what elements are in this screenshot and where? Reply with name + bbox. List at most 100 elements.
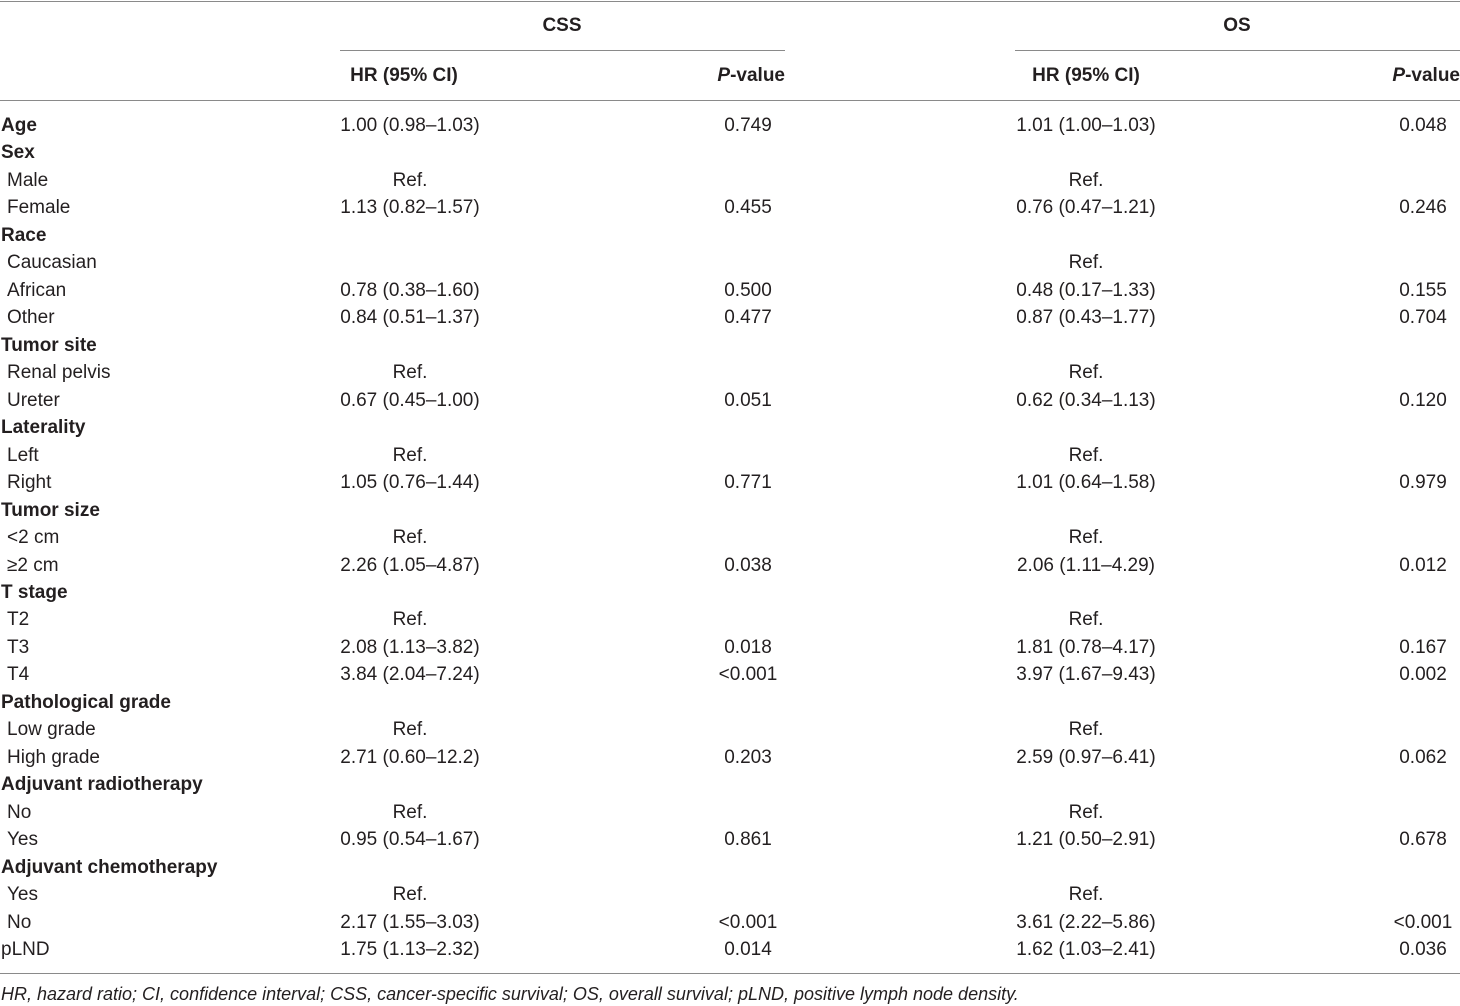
group-header: CSS <box>542 15 582 36</box>
row-label: Female <box>7 197 71 219</box>
cell: 0.678 <box>1399 829 1447 851</box>
cell: 1.75 (1.13–2.32) <box>340 939 480 961</box>
cell: 0.246 <box>1399 197 1447 219</box>
row-label: T3 <box>7 636 30 658</box>
cell: Ref. <box>1068 609 1104 631</box>
cell: 2.59 (0.97–6.41) <box>1016 746 1156 768</box>
cell: 0.051 <box>724 389 772 411</box>
p-rest: -value <box>1405 65 1460 86</box>
cell: 0.018 <box>724 636 772 658</box>
row-group: Sex <box>1 142 35 164</box>
cell: 1.01 (1.00–1.03) <box>1016 115 1156 136</box>
cell: 0.002 <box>1399 664 1447 686</box>
row-group: Race <box>1 224 47 246</box>
row-label: African <box>7 279 67 301</box>
cell: 0.155 <box>1399 279 1447 301</box>
row-label: Left <box>7 444 39 466</box>
cell: Ref. <box>392 719 428 741</box>
cell: 0.014 <box>724 939 772 961</box>
cell: Ref. <box>1068 444 1104 466</box>
cell: 1.01 (0.64–1.58) <box>1016 472 1156 494</box>
cell: 2.17 (1.55–3.03) <box>340 911 480 933</box>
cell: 0.95 (0.54–1.67) <box>340 829 480 851</box>
cell: 0.704 <box>1399 307 1447 329</box>
cell: 1.00 (0.98–1.03) <box>340 115 480 136</box>
cell: 0.979 <box>1399 472 1447 494</box>
cell: 0.203 <box>724 746 772 768</box>
row-group: Laterality <box>1 417 86 439</box>
cell: 0.455 <box>724 197 772 219</box>
cell: Ref. <box>1068 527 1104 549</box>
cell: <0.001 <box>1393 911 1453 933</box>
row-label: Ureter <box>7 389 60 411</box>
column-header: P-value <box>1392 64 1460 88</box>
cell: 0.87 (0.43–1.77) <box>1016 307 1156 329</box>
cell: 0.861 <box>724 829 772 851</box>
cell: 1.62 (1.03–2.41) <box>1016 939 1156 961</box>
cell: Ref. <box>392 801 428 823</box>
cell: 2.06 (1.11–4.29) <box>1016 554 1156 576</box>
cell: Ref. <box>392 609 428 631</box>
cell: <0.001 <box>718 911 778 933</box>
cell: 0.012 <box>1399 554 1447 576</box>
css-rule <box>340 50 785 51</box>
row-group: Age <box>1 115 37 136</box>
row-label: Yes <box>7 884 38 906</box>
row-group: Tumor size <box>1 499 100 521</box>
column-header: HR (95% CI) <box>1032 65 1140 86</box>
cell: 1.13 (0.82–1.57) <box>340 197 480 219</box>
cell: 2.08 (1.13–3.82) <box>340 636 480 658</box>
row-label: Low grade <box>7 719 96 741</box>
cell: Ref. <box>392 884 428 906</box>
group-header: OS <box>1223 15 1251 36</box>
row-label: Other <box>7 307 55 329</box>
p-italic: P <box>717 65 731 86</box>
row-group: Adjuvant chemotherapy <box>1 856 218 878</box>
cell: 0.78 (0.38–1.60) <box>340 279 480 301</box>
cell: 0.038 <box>724 554 772 576</box>
header-rule <box>0 100 1460 101</box>
row-label: Caucasian <box>7 252 97 274</box>
row-label: T4 <box>7 664 30 686</box>
cell: Ref. <box>392 444 428 466</box>
cell: 0.84 (0.51–1.37) <box>340 307 480 329</box>
cell: 3.84 (2.04–7.24) <box>340 664 480 686</box>
cell: <0.001 <box>718 664 778 686</box>
row-label: High grade <box>7 746 100 768</box>
row-group: Pathological grade <box>1 691 171 713</box>
cell: 2.26 (1.05–4.87) <box>340 554 480 576</box>
row-group: T stage <box>1 581 68 603</box>
row-label: Yes <box>7 829 38 851</box>
row-label: ≥2 cm <box>7 554 59 576</box>
cell: 0.48 (0.17–1.33) <box>1016 279 1156 301</box>
cell: 2.71 (0.60–12.2) <box>340 746 480 768</box>
cell: 3.61 (2.22–5.86) <box>1016 911 1156 933</box>
cell: Ref. <box>1068 884 1104 906</box>
os-rule <box>1015 50 1460 51</box>
cell: Ref. <box>392 169 428 191</box>
cell: Ref. <box>1068 801 1104 823</box>
row-label: No <box>7 801 32 823</box>
cell: 0.67 (0.45–1.00) <box>340 389 480 411</box>
cell: 0.477 <box>724 307 772 329</box>
cell: 0.749 <box>724 115 772 136</box>
row-label: Male <box>7 169 49 191</box>
cell: Ref. <box>1068 362 1104 384</box>
cell: 0.036 <box>1399 939 1447 961</box>
p-italic: P <box>1392 65 1406 86</box>
cell: 0.048 <box>1399 115 1447 136</box>
cell: 3.97 (1.67–9.43) <box>1016 664 1156 686</box>
cell: Ref. <box>392 527 428 549</box>
cell: 0.76 (0.47–1.21) <box>1016 197 1156 219</box>
row-label: pLND <box>1 939 50 961</box>
row-label: Right <box>7 472 52 494</box>
cell: 1.05 (0.76–1.44) <box>340 472 480 494</box>
row-group: Tumor site <box>1 334 97 356</box>
top-rule <box>0 1 1460 2</box>
cell: Ref. <box>1068 719 1104 741</box>
cell: 0.167 <box>1399 636 1447 658</box>
cell: Ref. <box>392 362 428 384</box>
column-header: P-value <box>717 64 785 88</box>
cell: 0.62 (0.34–1.13) <box>1016 389 1156 411</box>
